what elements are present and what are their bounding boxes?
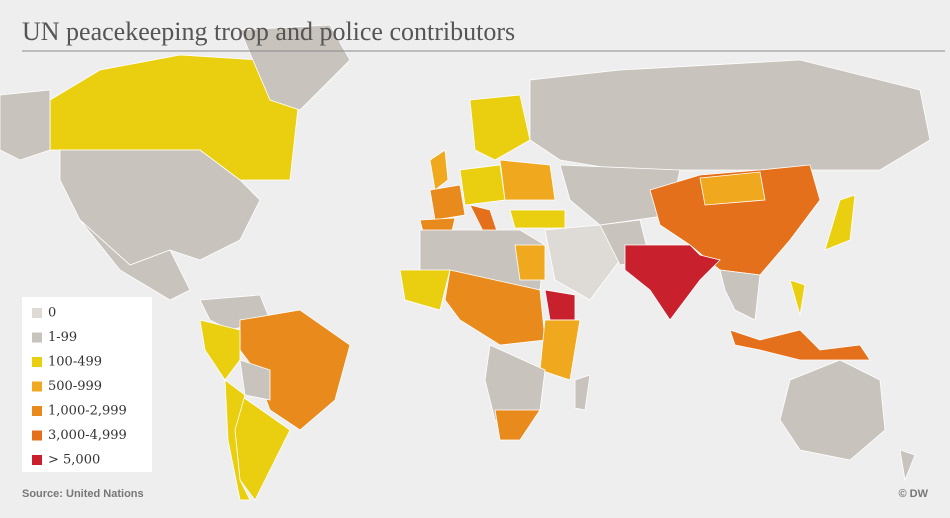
country-region: [544, 289, 576, 321]
country-region: [469, 94, 531, 161]
country-region: [239, 309, 351, 431]
country-region: [79, 219, 191, 301]
country-region: [59, 149, 261, 266]
legend-label: 500-999: [48, 379, 102, 394]
credit: © DW: [899, 488, 929, 500]
country-region: [574, 374, 591, 411]
legend-swatch: [32, 381, 42, 392]
country-region: [624, 244, 721, 321]
world-map: [0, 24, 931, 501]
legend-label: 3,000-4,999: [48, 428, 127, 443]
legend-label: 1,000-2,999: [48, 404, 127, 419]
country-region: [824, 194, 856, 251]
country-region: [539, 319, 581, 381]
legend-swatch: [32, 357, 42, 367]
country-region: [699, 171, 766, 206]
legend-swatch: [32, 455, 42, 465]
country-region: [429, 149, 449, 191]
legend-swatch: [32, 332, 42, 343]
country-region: [494, 409, 541, 441]
title: UN peacekeeping troop and police contrib…: [22, 17, 515, 46]
country-region: [729, 329, 871, 361]
country-region: [789, 279, 806, 316]
country-region: [509, 209, 566, 229]
legend: 0 1-99 100-499 500-999 1,000-2,999 3,000-4,99…: [32, 306, 127, 468]
country-region: [224, 379, 251, 501]
legend-label: 100-499: [48, 355, 102, 370]
country-region: [779, 359, 886, 461]
country-region: [649, 164, 821, 276]
country-region: [0, 89, 51, 161]
legend-label: 0: [48, 306, 56, 321]
country-region: [429, 184, 466, 221]
country-region: [239, 359, 271, 401]
country-region: [444, 269, 546, 346]
country-region: [239, 24, 351, 111]
legend-swatch: [32, 406, 42, 416]
country-region: [529, 59, 931, 171]
legend-label: > 5,000: [48, 453, 100, 468]
country-region: [459, 164, 506, 206]
country-region: [719, 269, 761, 321]
country-region: [899, 449, 916, 482]
country-region: [559, 164, 681, 226]
country-region: [199, 319, 241, 381]
country-region: [399, 269, 451, 311]
country-region: [499, 159, 556, 201]
legend-label: 1-99: [48, 330, 77, 345]
source: Source: United Nations: [22, 488, 144, 500]
legend-swatch: [32, 430, 42, 441]
country-region: [544, 224, 621, 301]
legend-box: [22, 297, 152, 472]
legend-swatch: [32, 308, 42, 318]
country-region: [514, 244, 546, 281]
